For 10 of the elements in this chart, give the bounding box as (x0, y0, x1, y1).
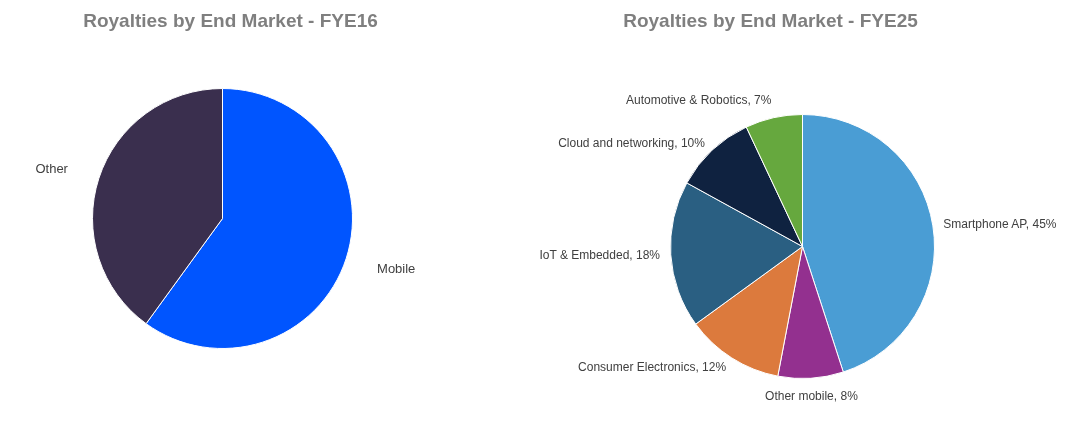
slice-label: Mobile (377, 261, 416, 277)
slice-label: Smartphone AP, 45% (943, 217, 1057, 232)
slice-label: Other mobile, 8% (765, 388, 859, 403)
slice-label: Other (35, 160, 69, 176)
slice-label: Consumer Electronics, 12% (578, 359, 727, 374)
slice-label: Cloud and networking, 10% (558, 135, 706, 150)
slice-label: IoT & Embedded, 18% (539, 248, 661, 263)
slice-label: Automotive & Robotics, 7% (626, 93, 772, 108)
chart-title: Royalties by End Market - FYE16 (83, 9, 378, 31)
chart-title: Royalties by End Market - FYE25 (623, 9, 919, 31)
